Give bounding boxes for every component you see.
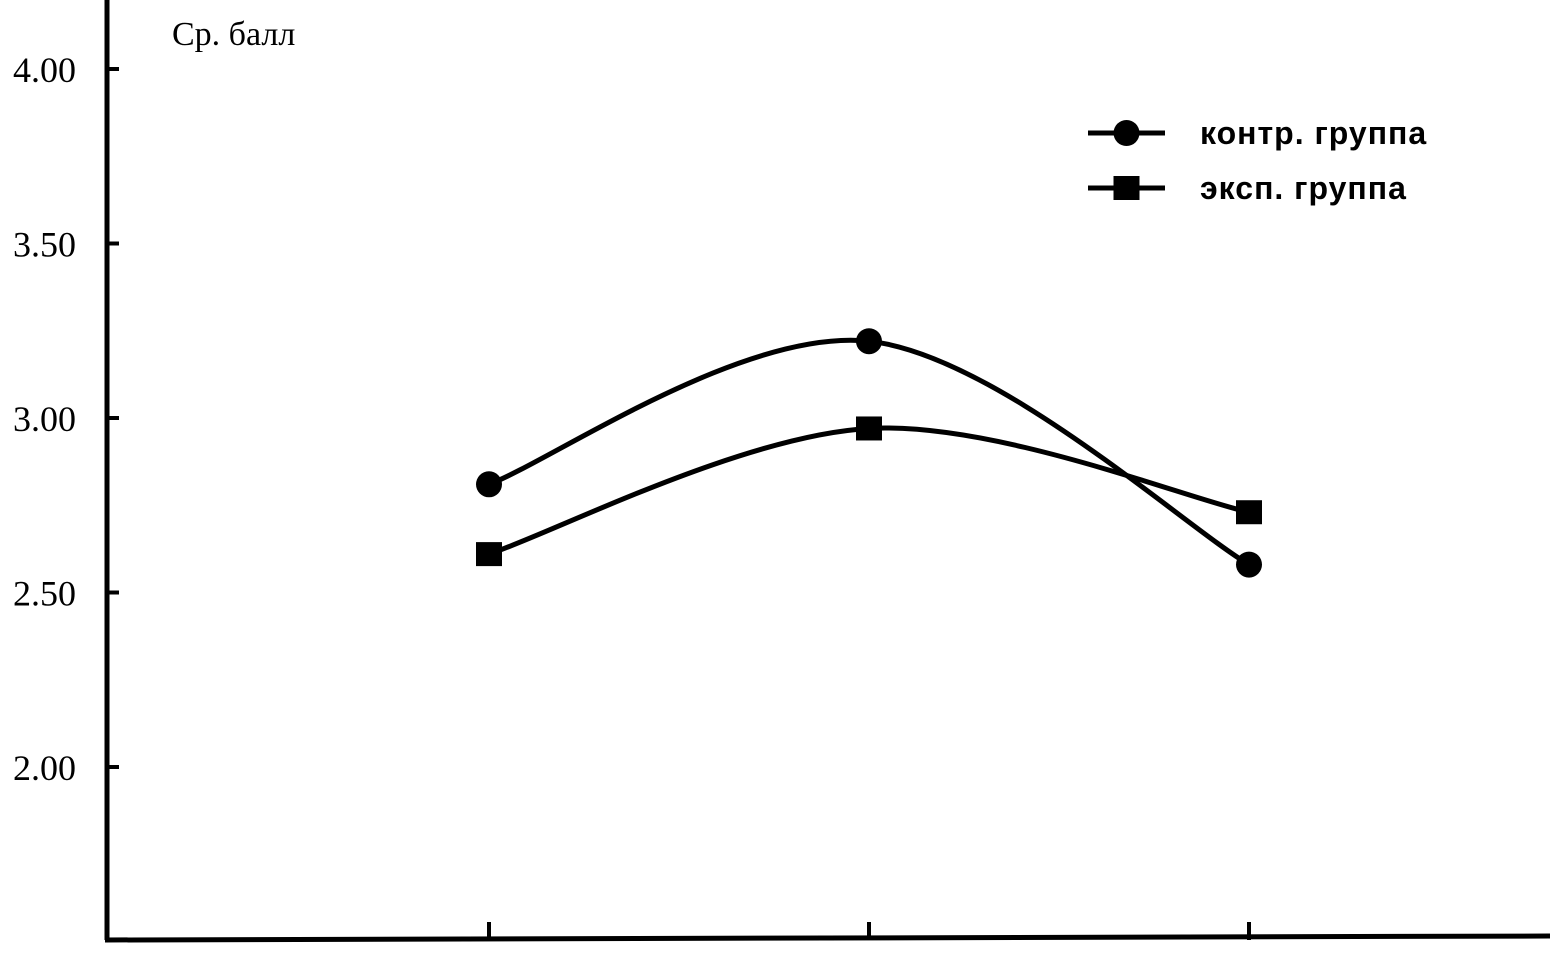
legend-square-marker — [1113, 176, 1140, 200]
square-point — [856, 416, 882, 441]
legend-label: контр. группа — [1200, 115, 1427, 151]
series-lines — [488, 337, 1251, 567]
square-point — [476, 542, 502, 567]
square-point — [1236, 500, 1262, 525]
y-tick-label: 2.50 — [13, 574, 76, 614]
y-tick-label: 3.50 — [13, 225, 76, 265]
series-line-2 — [488, 425, 1250, 557]
y-tick-label: 3.00 — [13, 399, 76, 439]
y-tick-label: 2.00 — [13, 748, 76, 788]
series-line-1 — [488, 337, 1251, 567]
x-axis-line — [104, 933, 1551, 943]
legend-circle-marker — [1113, 120, 1140, 146]
circle-point — [1236, 551, 1262, 578]
series-markers — [476, 328, 1262, 578]
legend: контр. группа эксп. группа — [1088, 115, 1427, 206]
y-tick-label: 4.00 — [13, 50, 76, 90]
axes: 2.00 2.50 3.00 3.50 4.00 — [13, 0, 1551, 943]
y-axis-label: Ср. балл — [172, 16, 295, 53]
circle-point — [476, 471, 502, 498]
circle-point — [856, 328, 882, 355]
legend-label: эксп. группа — [1200, 170, 1407, 206]
